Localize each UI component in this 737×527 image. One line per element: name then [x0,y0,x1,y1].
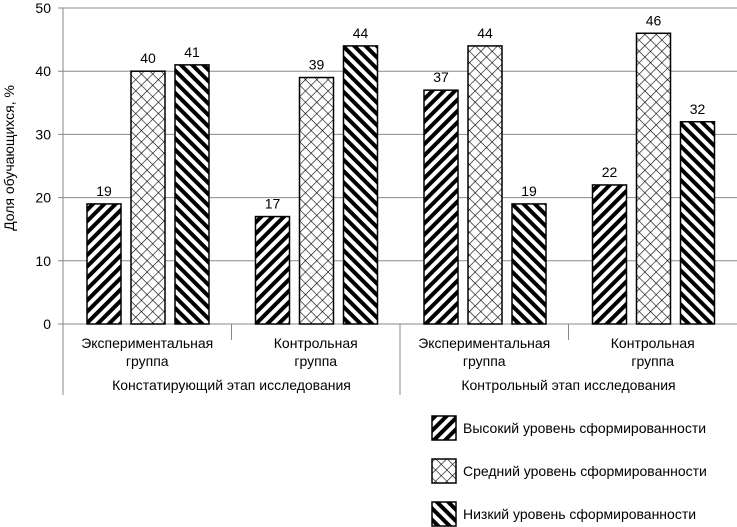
y-tick-label: 10 [35,253,51,269]
data-label: 41 [184,44,200,60]
data-label: 44 [477,25,493,41]
bar [467,45,503,325]
y-axis-title: Доля обучающихся, % [1,85,17,231]
bar [130,70,166,325]
category-label: группа [126,353,169,369]
data-label: 17 [265,196,281,212]
legend-label: Высокий уровень сформированности [463,420,706,436]
data-label: 19 [96,183,112,199]
data-label: 44 [353,25,369,41]
data-label: 19 [521,183,537,199]
y-tick-label: 30 [35,126,51,142]
data-label: 39 [309,57,325,73]
bar [679,121,716,325]
group-label: Контрольный этап исследования [461,377,675,393]
data-label: 37 [433,69,449,85]
category-label: группа [463,353,506,369]
y-tick-label: 40 [35,63,51,79]
legend-swatch [431,458,457,484]
category-label: Экспериментальная [81,335,213,351]
category-label: группа [631,353,674,369]
y-tick-label: 50 [35,0,51,16]
bar [635,32,672,325]
legend-label: Низкий уровень сформированности [463,506,696,522]
legend-swatch [431,501,457,527]
category-label: Экспериментальная [418,335,550,351]
legend-swatch [431,415,457,441]
bar [254,215,291,325]
bar [511,203,547,325]
category-label: Контрольная [274,335,358,351]
y-tick-label: 0 [43,316,51,332]
data-label: 46 [646,12,662,28]
bar [86,203,122,325]
data-label: 22 [602,164,618,180]
data-label: 40 [140,50,156,66]
bar [423,89,459,325]
bar [342,45,379,325]
data-label: 32 [690,101,706,117]
category-label: группа [294,353,337,369]
group-label: Констатирующий этап исследования [112,377,351,393]
bar [298,76,335,325]
bar [174,64,210,325]
category-label: Контрольная [611,335,695,351]
legend-label: Средний уровень сформированности [463,463,707,479]
bar [591,184,628,325]
y-tick-label: 20 [35,190,51,206]
